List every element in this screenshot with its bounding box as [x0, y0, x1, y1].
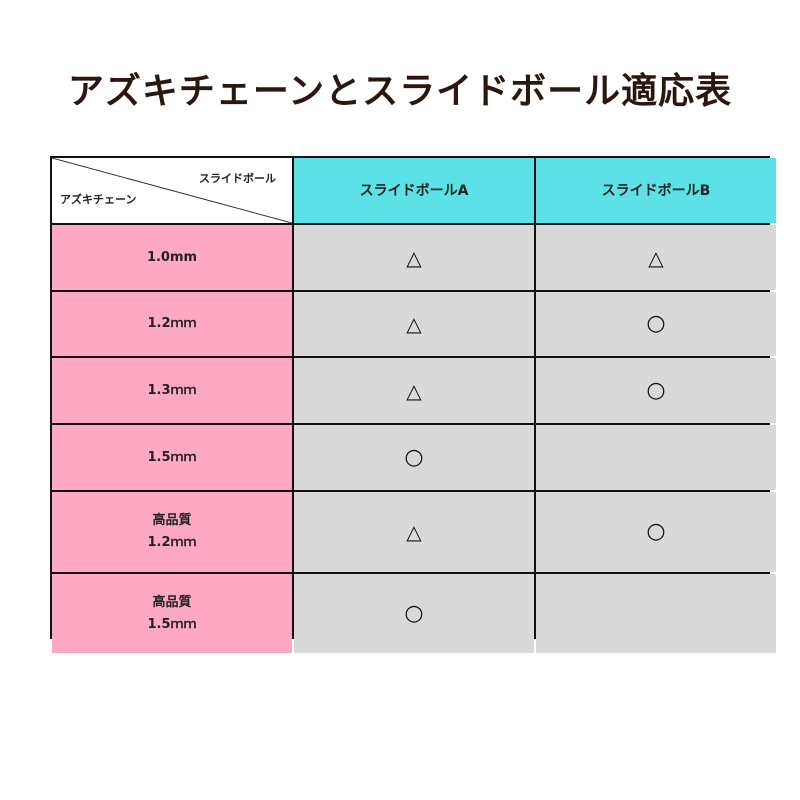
partial-mark: △ [294, 225, 534, 290]
row-header: 高品質 1.2ｍｍ [52, 492, 292, 572]
row-label-line: 高品質 [152, 594, 192, 610]
partial-mark: △ [294, 492, 534, 572]
row-header: 高品質 1.5ｍｍ [52, 574, 292, 653]
row-axis-label: アズキチェーン [60, 193, 137, 206]
diagonal-divider [52, 158, 292, 223]
row-header: 1.0mm [52, 225, 292, 290]
row-label-line: 1.0mm [146, 249, 198, 265]
column-axis-label: スライドボール [199, 172, 276, 185]
empty-cell [536, 574, 776, 653]
row-label-line: 1.5ｍｍ [147, 616, 197, 632]
row-label-line: 1.2ｍｍ [147, 316, 197, 331]
row-header: 1.3ｍｍ [52, 358, 292, 423]
corner-header-cell: スライドボール アズキチェーン [52, 158, 292, 223]
compatibility-table: スライドボール アズキチェーン スライドボールA スライドボールB 1.0mm △… [50, 156, 776, 653]
column-header-a: スライドボールA [294, 158, 534, 223]
compatible-mark: ○ [536, 492, 776, 572]
row-label-line: 1.2ｍｍ [147, 535, 197, 550]
partial-mark: △ [536, 225, 776, 290]
compatible-mark: ○ [294, 425, 534, 490]
compatible-mark: ○ [536, 358, 776, 423]
row-header: 1.2ｍｍ [52, 292, 292, 356]
row-label-line: 1.5ｍｍ [147, 449, 197, 465]
empty-cell [536, 425, 776, 490]
row-header: 1.5ｍｍ [52, 425, 292, 490]
partial-mark: △ [294, 358, 534, 423]
row-label-line: 高品質 [152, 513, 192, 528]
partial-mark: △ [294, 292, 534, 356]
row-label-line: 1.3ｍｍ [147, 382, 197, 398]
compatible-mark: ○ [536, 292, 776, 356]
page-title: アズキチェーンとスライドボール適応表 [67, 71, 733, 112]
compatible-mark: ○ [294, 574, 534, 653]
column-header-b: スライドボールB [536, 158, 776, 223]
